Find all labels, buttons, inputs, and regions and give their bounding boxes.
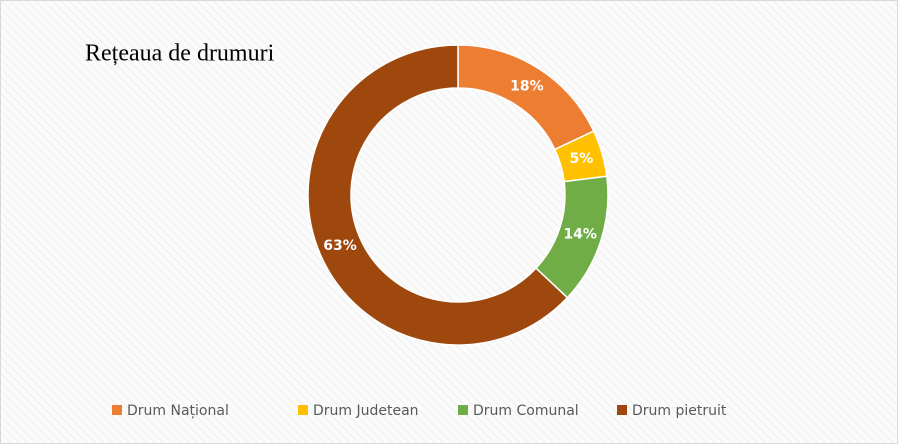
chart-title: Rețeaua de drumuri <box>85 41 275 67</box>
legend-label: Drum pietruit <box>632 403 727 419</box>
legend-swatch <box>458 405 468 415</box>
legend-label: Drum Național <box>127 403 229 419</box>
data-label: 5% <box>570 151 594 167</box>
legend-label: Drum Judetean <box>313 403 419 419</box>
data-label: 63% <box>323 238 357 254</box>
legend-swatch <box>617 405 627 415</box>
data-label: 18% <box>510 79 544 95</box>
legend-swatch <box>112 405 122 415</box>
data-label: 14% <box>563 227 597 243</box>
donut-segment <box>307 44 569 346</box>
legend-swatch <box>298 405 308 415</box>
legend-label: Drum Comunal <box>473 403 579 419</box>
